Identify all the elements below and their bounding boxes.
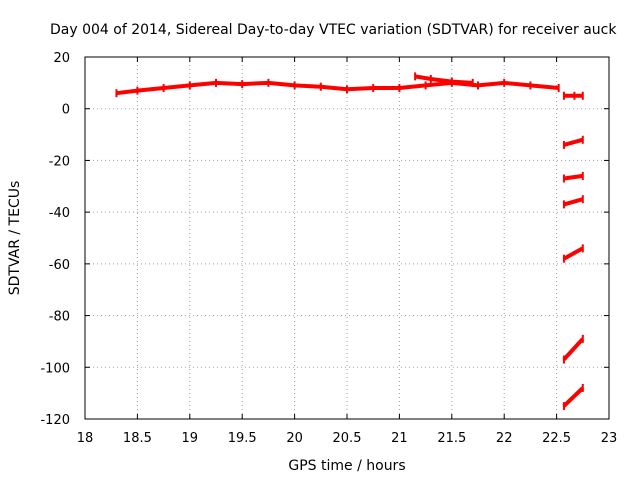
data-series (115, 72, 585, 411)
y-axis-label: SDTVAR / TECUs (7, 181, 23, 296)
x-tick-label: 20.5 (333, 431, 362, 446)
data-series-0 (116, 80, 559, 96)
y-tick-label: -40 (49, 206, 70, 221)
data-series-6 (562, 246, 584, 261)
x-tick-label: 18.5 (123, 431, 152, 446)
x-tick-label: 23 (601, 431, 618, 446)
y-tick-label: -60 (49, 258, 70, 273)
y-tick-label: -20 (49, 154, 70, 169)
data-series-7 (562, 337, 585, 361)
x-tick-label: 19.5 (228, 431, 257, 446)
x-tick-label: 19 (182, 431, 199, 446)
x-axis-label: GPS time / hours (288, 458, 405, 474)
y-tick-label: 20 (53, 51, 70, 66)
data-series-1 (414, 74, 473, 85)
data-series-3 (563, 137, 584, 147)
data-series-5 (563, 197, 584, 207)
x-tick-label: 20 (286, 431, 303, 446)
grid (85, 57, 609, 419)
data-series-8 (562, 386, 585, 408)
y-tick-label: 0 (62, 103, 70, 118)
chart-title: Day 004 of 2014, Sidereal Day-to-day VTE… (50, 22, 617, 38)
axis-ticks: 18 18.5 19 19.5 20 20.5 21 21.5 22 22.5 23 20 0 -20 -4… (40, 51, 617, 446)
y-tick-label: -80 (49, 310, 70, 325)
y-tick-label: -100 (40, 361, 70, 376)
x-tick-label: 21 (391, 431, 408, 446)
data-series-4 (563, 173, 584, 181)
y-tick-label: -120 (40, 413, 70, 428)
x-tick-label: 22 (496, 431, 513, 446)
x-tick-label: 22.5 (542, 431, 571, 446)
x-tick-label: 21.5 (437, 431, 466, 446)
x-tick-label: 18 (77, 431, 94, 446)
